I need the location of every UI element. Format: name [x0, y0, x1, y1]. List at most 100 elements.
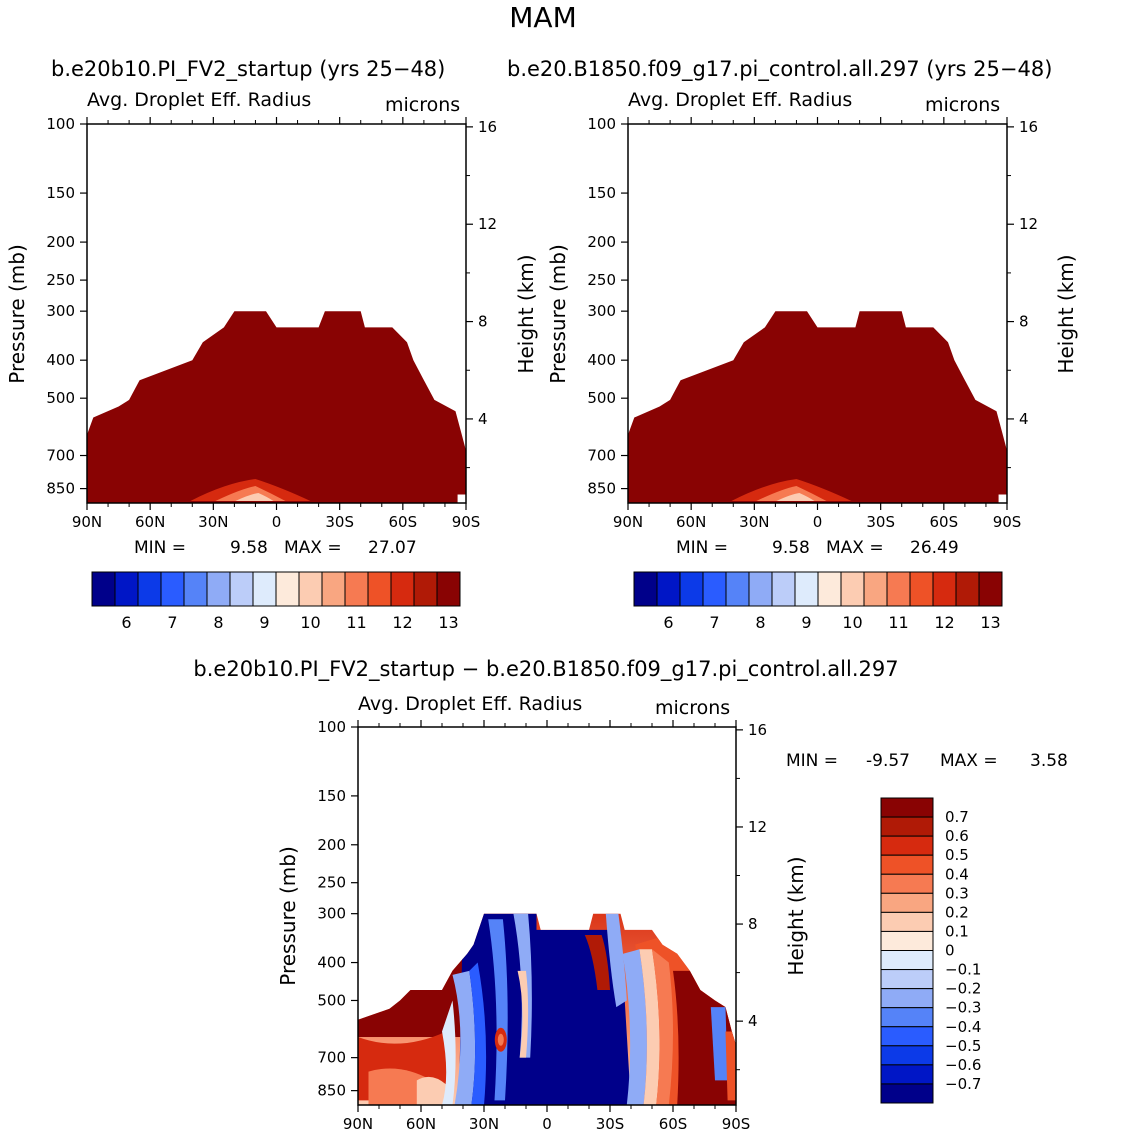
left-panel-x-tick-label: 30N	[198, 513, 228, 531]
difference-colorbar-label: 0.7	[945, 808, 969, 826]
right-panel-colorbar-box	[840, 571, 865, 607]
right-panel-y-tick-label: 100	[587, 115, 616, 133]
right-panel-y-tick-label: 200	[587, 233, 616, 251]
left-panel-colorbar-box	[298, 571, 323, 607]
right-panel-variable-title: Avg. Droplet Eff. Radius	[628, 89, 852, 111]
right-panel-colorbar-label: 9	[801, 613, 811, 632]
difference-cool-region	[442, 1000, 456, 1105]
left-panel-colorbar-box	[413, 571, 438, 607]
difference-warm-region	[639, 949, 660, 1105]
right-panel-colorbar-box	[886, 571, 911, 607]
left-panel-y-tick-label: 850	[46, 480, 75, 498]
left-panel-min-label: MIN =	[134, 538, 186, 558]
right-panel-x-tick-label: 60S	[930, 513, 959, 531]
right-panel-colorbar-box	[633, 571, 658, 607]
left-panel-colorbar-box	[252, 571, 277, 607]
right-panel-x-tick-label: 60N	[676, 513, 706, 531]
left-panel-y-tick-label: 700	[46, 447, 75, 465]
right-panel-height-axis-label: Height (km)	[1054, 254, 1078, 373]
difference-colorbar-box	[880, 854, 934, 875]
right-panel-colorbar-box	[656, 571, 681, 607]
right-panel-colorbar-box	[771, 571, 796, 607]
left-panel-colorbar-box	[321, 571, 346, 607]
left-panel-colorbar-box	[160, 571, 185, 607]
left-panel-x-tick-label: 60S	[389, 513, 418, 531]
difference-cool-region	[622, 949, 647, 1105]
left-panel-height-tick-label: 12	[478, 215, 497, 233]
difference-colorbar-box	[880, 911, 934, 932]
left-panel-y-tick-label: 500	[46, 389, 75, 407]
left-panel-y-tick-label: 200	[46, 233, 75, 251]
left-panel-height-tick-label: 16	[478, 118, 497, 136]
difference-panel-min-label: MIN =	[786, 751, 838, 771]
left-panel-field-contour	[215, 486, 286, 501]
right-panel-x-tick-label: 30S	[866, 513, 895, 531]
difference-colorbar-label: −0.2	[945, 980, 981, 998]
difference-panel-height-tick-label: 8	[748, 915, 758, 933]
difference-colorbar-label: −0.7	[945, 1075, 981, 1093]
left-panel-colorbar-box	[114, 571, 139, 607]
right-panel-y-tick-label: 400	[587, 351, 616, 369]
difference-colorbar-label: −0.4	[945, 1018, 981, 1036]
figure-title: MAM	[509, 1, 576, 34]
difference-panel: Avg. Droplet Eff. Radius microns Pressur…	[276, 693, 1068, 1133]
difference-colorbar-box	[880, 1007, 934, 1028]
difference-panel-y-tick-label: 850	[317, 1082, 346, 1100]
difference-colorbar-box	[880, 988, 934, 1009]
right-panel-colorbar-box	[863, 571, 888, 607]
difference-colorbar-box	[880, 1045, 934, 1066]
left-panel-colorbar-label: 6	[121, 613, 131, 632]
right-panel-height-tick-label: 4	[1019, 410, 1029, 428]
left-panel-colorbar-box	[367, 571, 392, 607]
right-panel-colorbar-box	[955, 571, 980, 607]
right-panel-colorbar-label: 7	[709, 613, 719, 632]
difference-cool-region	[710, 1007, 728, 1081]
right-panel-x-tick-label: 90N	[613, 513, 643, 531]
difference-colorbar-label: 0.1	[945, 922, 969, 940]
difference-colorbar-box	[880, 950, 934, 971]
difference-panel-variable-title: Avg. Droplet Eff. Radius	[358, 693, 582, 715]
left-panel-colorbar-box	[436, 571, 461, 607]
difference-panel-x-tick-label: 30N	[469, 1115, 499, 1133]
left-panel-colorbar-label: 9	[259, 613, 269, 632]
difference-panel-height-tick-label: 4	[748, 1012, 758, 1030]
right-panel-y-tick-label: 700	[587, 447, 616, 465]
left-panel-x-tick-label: 60N	[135, 513, 165, 531]
left-panel-y-tick-label: 150	[46, 184, 75, 202]
difference-panel-height-axis-label: Height (km)	[784, 856, 808, 975]
difference-colorbar-label: 0	[945, 942, 955, 960]
left-panel-y-tick-label: 400	[46, 351, 75, 369]
right-panel-height-tick-label: 8	[1019, 313, 1029, 331]
left-panel-colorbar-label: 10	[300, 613, 320, 632]
left-panel-colorbar-label: 11	[346, 613, 366, 632]
right-panel-height-tick-label: 12	[1019, 215, 1038, 233]
right-panel-colorbar-box	[679, 571, 704, 607]
right-panel-min-value: 9.58	[772, 538, 810, 558]
right-panel-missing-region	[998, 494, 1007, 503]
difference-panel-x-tick-label: 60N	[406, 1115, 436, 1133]
difference-colorbar-box	[880, 1064, 934, 1085]
left-panel-colorbar-box	[183, 571, 208, 607]
right-panel-x-tick-label: 0	[813, 513, 823, 531]
left-panel-y-tick-label: 250	[46, 271, 75, 289]
difference-colorbar-label: 0.3	[945, 884, 969, 902]
difference-warm-spot	[517, 970, 529, 1058]
difference-panel-y-tick-label: 300	[317, 905, 346, 923]
difference-panel-units: microns	[655, 697, 730, 719]
difference-panel-y-tick-label: 700	[317, 1049, 346, 1067]
difference-cool-region	[469, 962, 487, 1105]
left-panel-colorbar-label: 13	[438, 613, 458, 632]
left-panel-missing-region	[457, 494, 466, 503]
left-panel-colorbar-box	[390, 571, 415, 607]
difference-colorbar-label: 0.4	[945, 865, 969, 883]
difference-panel-y-tick-label: 500	[317, 991, 346, 1009]
difference-panel-max-label: MAX =	[940, 751, 998, 771]
right-panel-x-tick-label: 90S	[993, 513, 1022, 531]
difference-colorbar-label: −0.6	[945, 1056, 981, 1074]
difference-cool-region	[605, 913, 627, 1008]
left-panel-x-tick-label: 0	[272, 513, 282, 531]
left-panel-y-tick-label: 300	[46, 302, 75, 320]
difference-warm-spot	[497, 1033, 504, 1046]
right-panel-colorbar-box	[702, 571, 727, 607]
